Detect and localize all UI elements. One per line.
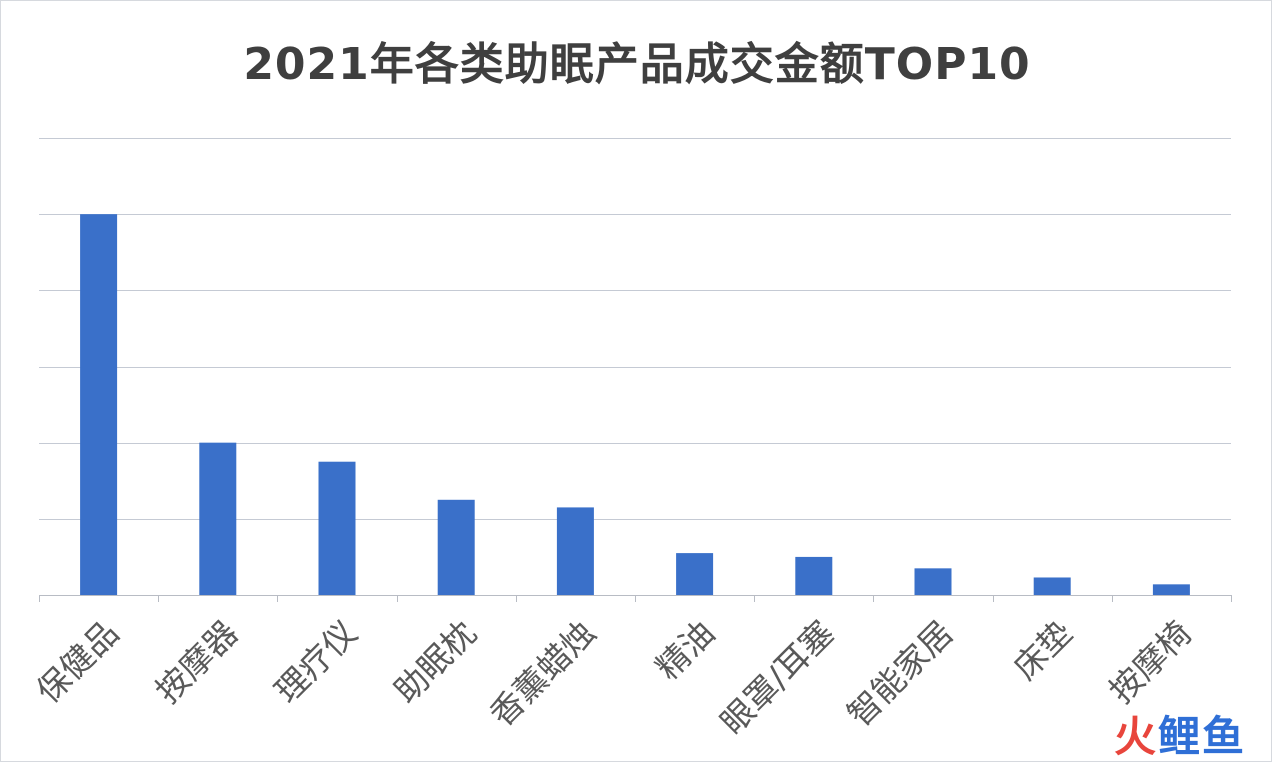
bar-8	[914, 568, 952, 595]
watermark-logo: 火鲤鱼	[1114, 716, 1246, 758]
x-tick-label: 精油	[648, 613, 722, 687]
grid-lines	[39, 138, 1231, 520]
x-tick-label: 助眠枕	[386, 613, 484, 711]
bar-10	[1152, 584, 1190, 595]
chart-title: 2021年各类助眠产品成交金额TOP10	[243, 39, 1031, 90]
bar-5	[556, 507, 594, 595]
bars	[80, 214, 1190, 595]
x-tick-label: 按摩器	[148, 613, 246, 711]
watermark-part2: 鲤鱼	[1157, 712, 1246, 761]
watermark-part1: 火	[1113, 712, 1158, 761]
x-tick-label: 保健品	[29, 613, 127, 711]
bar-7	[795, 556, 833, 595]
bar-6	[676, 553, 714, 595]
bar-3	[318, 461, 356, 595]
x-tick-label: 理疗仪	[267, 613, 365, 711]
x-axis	[39, 595, 1232, 602]
x-tick-label: 香薰蜡烛	[482, 613, 603, 734]
bar-1	[80, 214, 118, 595]
x-tick-label: 智能家居	[840, 613, 961, 734]
bar-2	[199, 442, 237, 595]
bar-4	[437, 499, 475, 595]
x-tick-label: 按摩椅	[1101, 613, 1199, 711]
x-tick-label: 床垫	[1006, 613, 1080, 687]
x-tick-label: 眼罩/耳塞	[713, 613, 842, 742]
bar-9	[1033, 577, 1071, 595]
